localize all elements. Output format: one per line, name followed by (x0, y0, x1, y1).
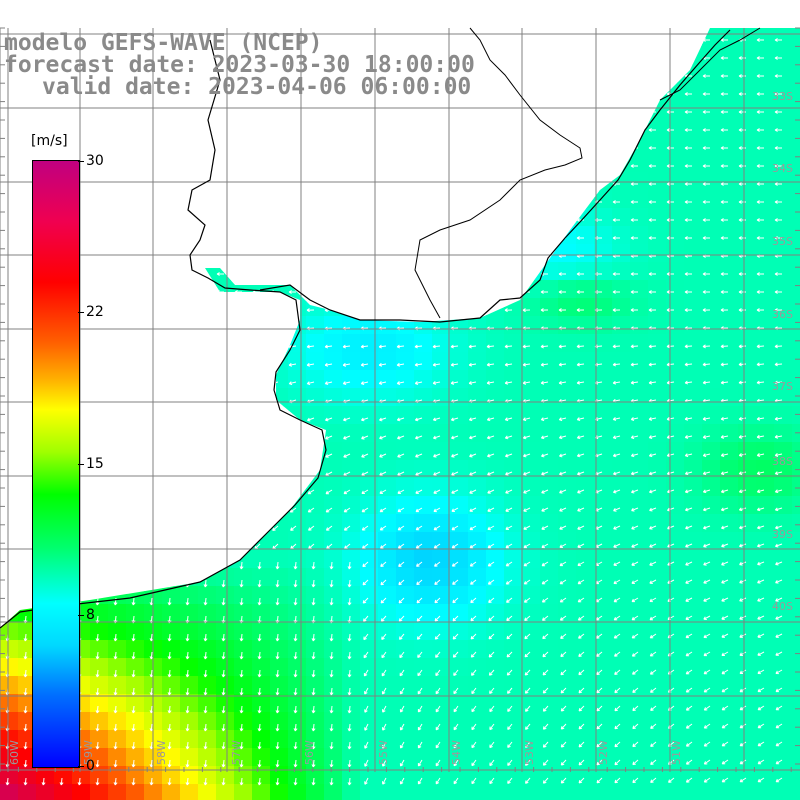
bottom-axis-label: 57W (230, 740, 243, 765)
wind-speed-field (0, 28, 800, 800)
bottom-axis-label: 56W (303, 740, 316, 765)
colorbar-tick-mark (78, 312, 84, 314)
bottom-axis-label: 54W (450, 740, 463, 765)
coastline (0, 27, 761, 629)
colorbar-unit: [m/s] (31, 133, 68, 149)
colorbar-tick-label: 0 (86, 758, 95, 774)
right-axis-label: 37S (772, 380, 793, 393)
title-valid-date: valid date: 2023-04-06 06:00:00 (42, 74, 472, 100)
colorbar-tick-mark (78, 614, 84, 616)
title-model: modelo GEFS-WAVE (NCEP) (4, 30, 323, 56)
colorbar-tick-mark (78, 463, 84, 465)
bottom-axis-label: 51W (670, 740, 683, 765)
bottom-axis-label: 59W (82, 740, 95, 765)
colorbar-tick-mark (78, 161, 84, 162)
right-axis-label: 33S (772, 90, 793, 103)
colorbar-tick-label: 30 (86, 153, 104, 169)
bottom-axis-label: 52W (597, 740, 610, 765)
right-axis-label: 40S (772, 600, 793, 613)
colorbar-tick-label: 15 (86, 455, 104, 472)
right-axis-label: 34S (772, 162, 793, 175)
right-axis-label: 36S (772, 308, 793, 321)
bottom-axis-label: 58W (155, 740, 168, 765)
bottom-axis-label: 53W (523, 740, 536, 765)
bottom-axis-label: 55W (377, 740, 390, 765)
colorbar-tick-label: 22 (86, 304, 104, 321)
bottom-axis-label: 60W (8, 740, 21, 765)
right-axis-label: 35S (772, 235, 793, 248)
colorbar (32, 160, 80, 768)
colorbar-tick-mark (78, 766, 84, 767)
right-axis-label: 38S (772, 455, 793, 468)
title-forecast-date: forecast date: 2023-03-30 18:00:00 (4, 52, 475, 78)
colorbar-gradient (33, 161, 79, 767)
lat-lon-grid (0, 27, 800, 772)
axis-labels: 33S 34S 35S 36S 37S 38S 39S 40S 60W 59W 58W 57W 56W 5… (8, 90, 793, 765)
right-axis-label: 39S (772, 528, 793, 541)
colorbar-tick-label: 8 (86, 606, 95, 623)
